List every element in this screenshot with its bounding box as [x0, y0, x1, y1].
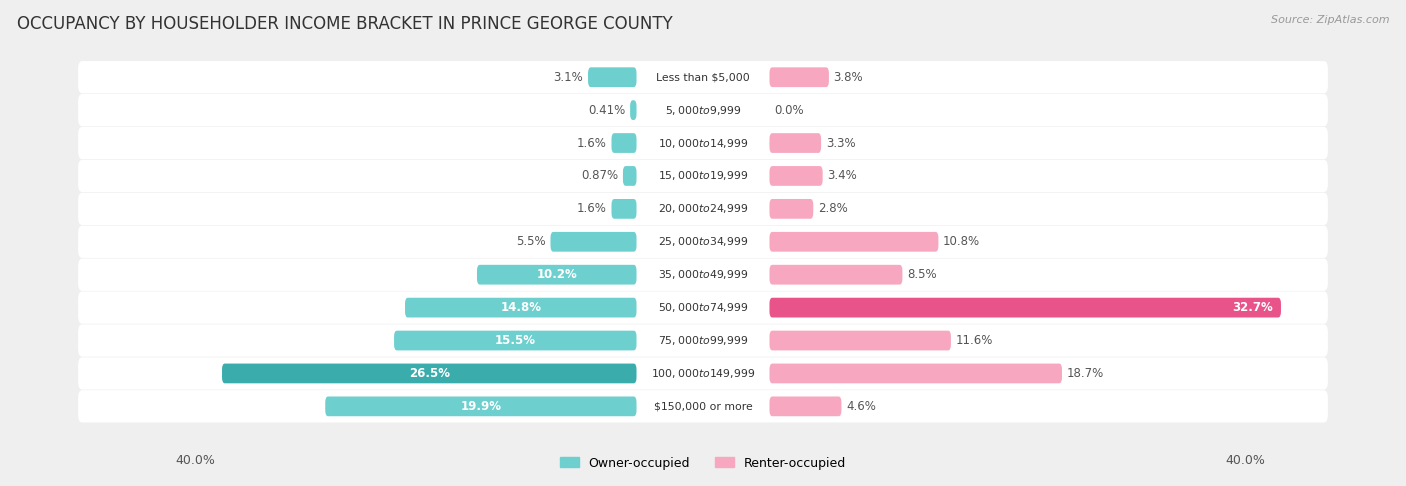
FancyBboxPatch shape [79, 94, 1327, 126]
Text: 4.6%: 4.6% [846, 400, 876, 413]
FancyBboxPatch shape [612, 133, 637, 153]
Text: 11.6%: 11.6% [956, 334, 993, 347]
Text: 5.5%: 5.5% [516, 235, 546, 248]
Text: $150,000 or more: $150,000 or more [654, 401, 752, 411]
FancyBboxPatch shape [477, 265, 637, 285]
Text: 3.1%: 3.1% [554, 70, 583, 84]
FancyBboxPatch shape [769, 68, 830, 87]
Text: Less than $5,000: Less than $5,000 [657, 72, 749, 82]
Text: 8.5%: 8.5% [907, 268, 936, 281]
Text: 1.6%: 1.6% [576, 137, 607, 150]
FancyBboxPatch shape [588, 68, 637, 87]
Text: Source: ZipAtlas.com: Source: ZipAtlas.com [1271, 15, 1389, 25]
FancyBboxPatch shape [769, 133, 821, 153]
FancyBboxPatch shape [769, 298, 1281, 317]
FancyBboxPatch shape [325, 397, 637, 416]
FancyBboxPatch shape [79, 324, 1327, 357]
FancyBboxPatch shape [79, 160, 1327, 192]
Text: 26.5%: 26.5% [409, 367, 450, 380]
Text: 2.8%: 2.8% [818, 202, 848, 215]
Text: 3.3%: 3.3% [825, 137, 855, 150]
FancyBboxPatch shape [769, 166, 823, 186]
Text: 18.7%: 18.7% [1067, 367, 1104, 380]
Text: $5,000 to $9,999: $5,000 to $9,999 [665, 104, 741, 117]
Text: 0.41%: 0.41% [588, 104, 626, 117]
Text: $10,000 to $14,999: $10,000 to $14,999 [658, 137, 748, 150]
Legend: Owner-occupied, Renter-occupied: Owner-occupied, Renter-occupied [555, 451, 851, 474]
FancyBboxPatch shape [79, 292, 1327, 324]
FancyBboxPatch shape [769, 265, 903, 285]
Text: 3.4%: 3.4% [827, 170, 858, 182]
Text: OCCUPANCY BY HOUSEHOLDER INCOME BRACKET IN PRINCE GEORGE COUNTY: OCCUPANCY BY HOUSEHOLDER INCOME BRACKET … [17, 15, 672, 33]
FancyBboxPatch shape [769, 232, 938, 252]
FancyBboxPatch shape [630, 100, 637, 120]
Text: $20,000 to $24,999: $20,000 to $24,999 [658, 202, 748, 215]
FancyBboxPatch shape [79, 61, 1327, 93]
Text: 19.9%: 19.9% [460, 400, 502, 413]
Text: $15,000 to $19,999: $15,000 to $19,999 [658, 170, 748, 182]
Text: 40.0%: 40.0% [176, 453, 215, 467]
Text: $25,000 to $34,999: $25,000 to $34,999 [658, 235, 748, 248]
FancyBboxPatch shape [79, 390, 1327, 422]
FancyBboxPatch shape [769, 330, 950, 350]
FancyBboxPatch shape [769, 199, 813, 219]
Text: 3.8%: 3.8% [834, 70, 863, 84]
FancyBboxPatch shape [405, 298, 637, 317]
Text: 0.0%: 0.0% [775, 104, 804, 117]
FancyBboxPatch shape [79, 226, 1327, 258]
Text: 1.6%: 1.6% [576, 202, 607, 215]
FancyBboxPatch shape [222, 364, 637, 383]
FancyBboxPatch shape [612, 199, 637, 219]
FancyBboxPatch shape [623, 166, 637, 186]
Text: 15.5%: 15.5% [495, 334, 536, 347]
FancyBboxPatch shape [79, 127, 1327, 159]
FancyBboxPatch shape [769, 397, 841, 416]
FancyBboxPatch shape [769, 364, 1062, 383]
Text: 10.2%: 10.2% [536, 268, 576, 281]
FancyBboxPatch shape [79, 357, 1327, 390]
Text: $50,000 to $74,999: $50,000 to $74,999 [658, 301, 748, 314]
FancyBboxPatch shape [79, 259, 1327, 291]
FancyBboxPatch shape [551, 232, 637, 252]
Text: $75,000 to $99,999: $75,000 to $99,999 [658, 334, 748, 347]
Text: 10.8%: 10.8% [943, 235, 980, 248]
Text: 32.7%: 32.7% [1233, 301, 1274, 314]
Text: $100,000 to $149,999: $100,000 to $149,999 [651, 367, 755, 380]
Text: 14.8%: 14.8% [501, 301, 541, 314]
Text: $35,000 to $49,999: $35,000 to $49,999 [658, 268, 748, 281]
FancyBboxPatch shape [79, 193, 1327, 225]
Text: 0.87%: 0.87% [581, 170, 619, 182]
FancyBboxPatch shape [394, 330, 637, 350]
Text: 40.0%: 40.0% [1226, 453, 1265, 467]
